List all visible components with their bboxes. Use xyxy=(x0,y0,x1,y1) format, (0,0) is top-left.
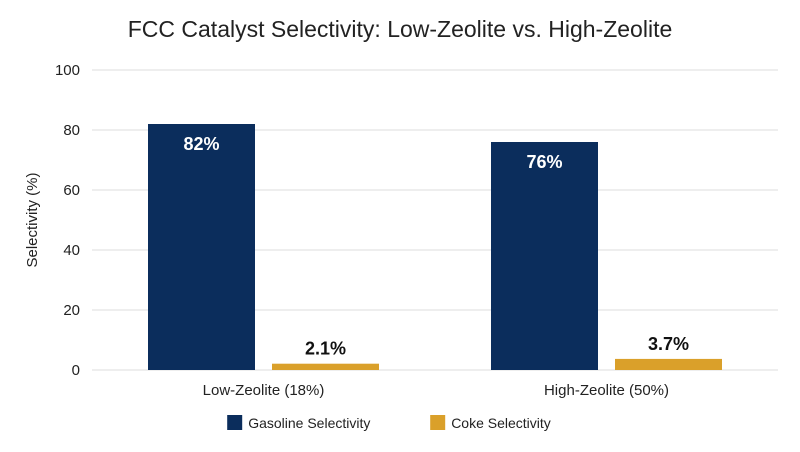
y-tick-label: 20 xyxy=(63,302,80,319)
y-tick-label: 80 xyxy=(63,122,80,139)
data-label: 2.1% xyxy=(305,339,346,359)
legend-label: Coke Selectivity xyxy=(451,415,551,431)
bar-gasoline-0 xyxy=(148,124,255,370)
y-tick-label: 100 xyxy=(55,62,80,79)
y-tick-label: 60 xyxy=(63,182,80,199)
chart-title: FCC Catalyst Selectivity: Low-Zeolite vs… xyxy=(128,16,673,42)
y-tick-label: 40 xyxy=(63,242,80,259)
x-tick-label: High-Zeolite (50%) xyxy=(544,382,669,399)
x-tick-label: Low-Zeolite (18%) xyxy=(203,382,325,399)
data-label: 76% xyxy=(526,152,562,172)
bar-gasoline-1 xyxy=(491,142,598,370)
legend-swatch xyxy=(430,415,446,430)
y-axis-label: Selectivity (%) xyxy=(24,172,41,267)
data-label: 3.7% xyxy=(648,334,689,354)
y-tick-label: 0 xyxy=(72,362,80,379)
bar-coke-0 xyxy=(272,363,379,370)
bar-coke-1 xyxy=(615,358,722,370)
y-axis-ticks: 0 20 40 60 80 100 xyxy=(55,62,80,379)
legend: Gasoline Selectivity Coke Selectivity xyxy=(227,415,551,431)
data-label: 82% xyxy=(183,134,219,154)
legend-label: Gasoline Selectivity xyxy=(248,415,370,431)
bars xyxy=(148,124,722,370)
x-axis-ticks: Low-Zeolite (18%) High-Zeolite (50%) xyxy=(203,382,669,399)
legend-swatch xyxy=(227,415,243,430)
data-labels: 82% 2.1% 76% 3.7% xyxy=(183,134,689,359)
